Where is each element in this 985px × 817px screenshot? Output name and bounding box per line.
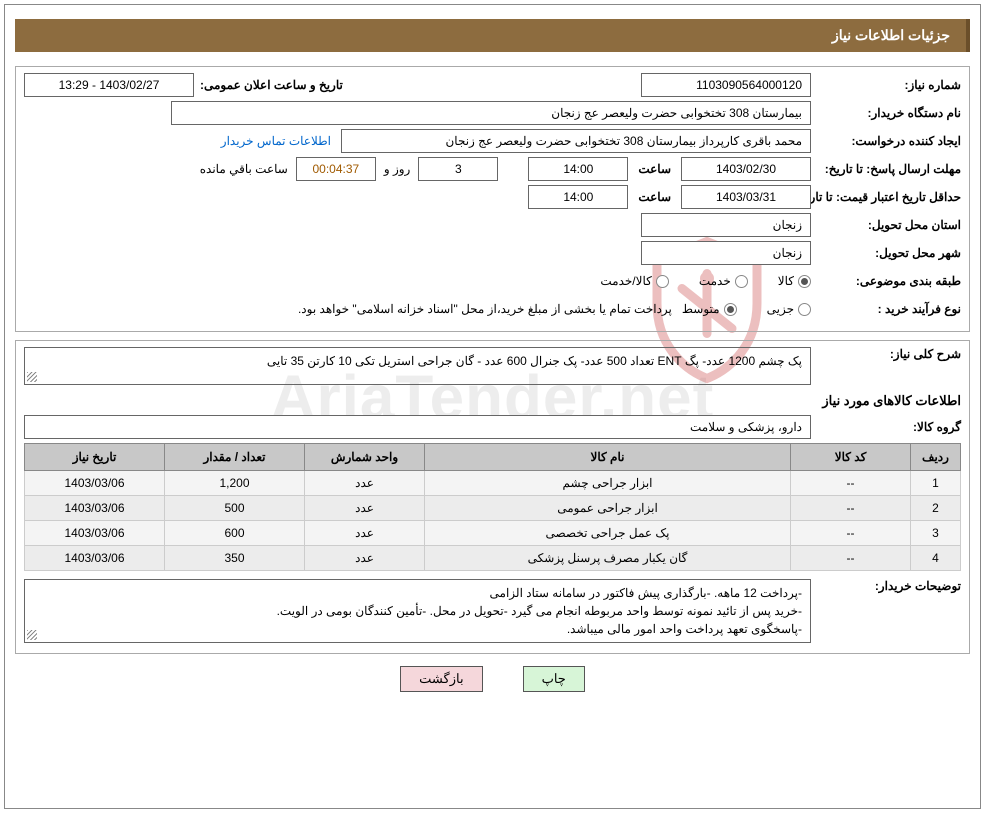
table-cell: 1403/03/06: [25, 546, 165, 571]
table-header: ردیف: [911, 444, 961, 471]
table-cell: 2: [911, 496, 961, 521]
radio-service[interactable]: [735, 275, 748, 288]
table-row: 1--ابزار جراحی چشمعدد1,2001403/03/06: [25, 471, 961, 496]
price-valid-date: 1403/03/31: [681, 185, 811, 209]
requester-value: محمد باقری کارپرداز بیمارستان 308 تختخوا…: [341, 129, 811, 153]
table-row: 2--ابزار جراحی عمومیعدد5001403/03/06: [25, 496, 961, 521]
table-cell: --: [791, 471, 911, 496]
table-cell: 1403/03/06: [25, 471, 165, 496]
table-cell: 600: [165, 521, 305, 546]
table-header: نام کالا: [425, 444, 791, 471]
table-cell: عدد: [305, 471, 425, 496]
general-desc-value: پک چشم 1200 عدد- پگ ENT تعداد 500 عدد- پ…: [24, 347, 811, 385]
table-cell: ابزار جراحی عمومی: [425, 496, 791, 521]
items-section: شرح کلی نیاز: پک چشم 1200 عدد- پگ ENT تع…: [15, 340, 970, 654]
table-cell: گان یکبار مصرف پرسنل پزشکی: [425, 546, 791, 571]
table-header: کد کالا: [791, 444, 911, 471]
table-cell: 1: [911, 471, 961, 496]
category-label: طبقه بندی موضوعی:: [811, 274, 961, 288]
table-cell: 350: [165, 546, 305, 571]
reply-deadline-date: 1403/02/30: [681, 157, 811, 181]
button-row: چاپ بازگشت: [5, 666, 980, 692]
requester-label: ایجاد کننده درخواست:: [811, 134, 961, 148]
table-cell: 1403/03/06: [25, 496, 165, 521]
buyer-org-label: نام دستگاه خریدار:: [811, 106, 961, 120]
table-cell: 3: [911, 521, 961, 546]
group-value: دارو، پزشکی و سلامت: [24, 415, 811, 439]
radio-medium-label: متوسط: [682, 302, 720, 316]
items-title: اطلاعات کالاهای مورد نیاز: [24, 393, 961, 409]
time-label-1: ساعت: [628, 162, 681, 176]
city-value: زنجان: [641, 241, 811, 265]
reply-deadline-label: مهلت ارسال پاسخ: تا تاریخ:: [811, 162, 961, 176]
days-remaining: 3: [418, 157, 498, 181]
radio-goods-service[interactable]: [656, 275, 669, 288]
table-cell: 500: [165, 496, 305, 521]
purchase-type-note: پرداخت تمام یا بخشی از مبلغ خرید،از محل …: [298, 302, 682, 316]
table-cell: --: [791, 521, 911, 546]
page-title: جزئیات اطلاعات نیاز: [15, 19, 970, 52]
items-table: ردیفکد کالانام کالاواحد شمارشتعداد / مقد…: [24, 443, 961, 571]
announce-label: تاریخ و ساعت اعلان عمومی:: [194, 78, 343, 92]
buyer-org-value: بیمارستان 308 تختخوابی حضرت ولیعصر عج زن…: [171, 101, 811, 125]
back-button[interactable]: بازگشت: [400, 666, 482, 692]
table-row: 4--گان یکبار مصرف پرسنل پزشکیعدد3501403/…: [25, 546, 961, 571]
province-value: زنجان: [641, 213, 811, 237]
table-header: تاریخ نیاز: [25, 444, 165, 471]
table-cell: 1403/03/06: [25, 521, 165, 546]
buyer-contact-link[interactable]: اطلاعات تماس خریدار: [221, 134, 341, 148]
table-cell: ابزار جراحی چشم: [425, 471, 791, 496]
radio-goods-service-label: کالا/خدمت: [600, 274, 651, 288]
radio-minor[interactable]: [798, 303, 811, 316]
buyer-notes-value: -پرداخت 12 ماهه. -بارگذاری پیش فاکتور در…: [24, 579, 811, 643]
need-no-label: شماره نیاز:: [811, 78, 961, 92]
table-cell: پک عمل جراحی تخصصی: [425, 521, 791, 546]
table-cell: عدد: [305, 521, 425, 546]
table-header: واحد شمارش: [305, 444, 425, 471]
radio-goods[interactable]: [798, 275, 811, 288]
province-label: استان محل تحویل:: [811, 218, 961, 232]
remaining-label: ساعت باقي مانده: [200, 162, 296, 176]
purchase-type-label: نوع فرآیند خرید :: [811, 302, 961, 316]
print-button[interactable]: چاپ: [523, 666, 585, 692]
price-valid-time: 14:00: [528, 185, 628, 209]
countdown-value: 00:04:37: [296, 157, 376, 181]
details-section: شماره نیاز: 1103090564000120 تاریخ و ساع…: [15, 66, 970, 332]
days-and-label: روز و: [376, 162, 419, 176]
table-cell: عدد: [305, 496, 425, 521]
table-cell: --: [791, 496, 911, 521]
table-cell: 1,200: [165, 471, 305, 496]
city-label: شهر محل تحویل:: [811, 246, 961, 260]
table-cell: 4: [911, 546, 961, 571]
group-label: گروه کالا:: [811, 420, 961, 434]
category-radio-group: کالا خدمت کالا/خدمت: [600, 274, 811, 288]
price-valid-label: حداقل تاریخ اعتبار قیمت: تا تاریخ:: [811, 190, 961, 204]
radio-service-label: خدمت: [699, 274, 731, 288]
radio-minor-label: جزیی: [767, 302, 794, 316]
general-desc-label: شرح کلی نیاز:: [811, 347, 961, 361]
radio-goods-label: کالا: [778, 274, 794, 288]
time-label-2: ساعت: [628, 190, 681, 204]
table-header: تعداد / مقدار: [165, 444, 305, 471]
table-cell: --: [791, 546, 911, 571]
buyer-notes-label: توضیحات خریدار:: [811, 579, 961, 593]
need-no-value: 1103090564000120: [641, 73, 811, 97]
purchase-type-radio-group: جزیی متوسط: [682, 302, 811, 316]
table-row: 3--پک عمل جراحی تخصصیعدد6001403/03/06: [25, 521, 961, 546]
table-cell: عدد: [305, 546, 425, 571]
reply-deadline-time: 14:00: [528, 157, 628, 181]
announce-value: 1403/02/27 - 13:29: [24, 73, 194, 97]
radio-medium[interactable]: [724, 303, 737, 316]
